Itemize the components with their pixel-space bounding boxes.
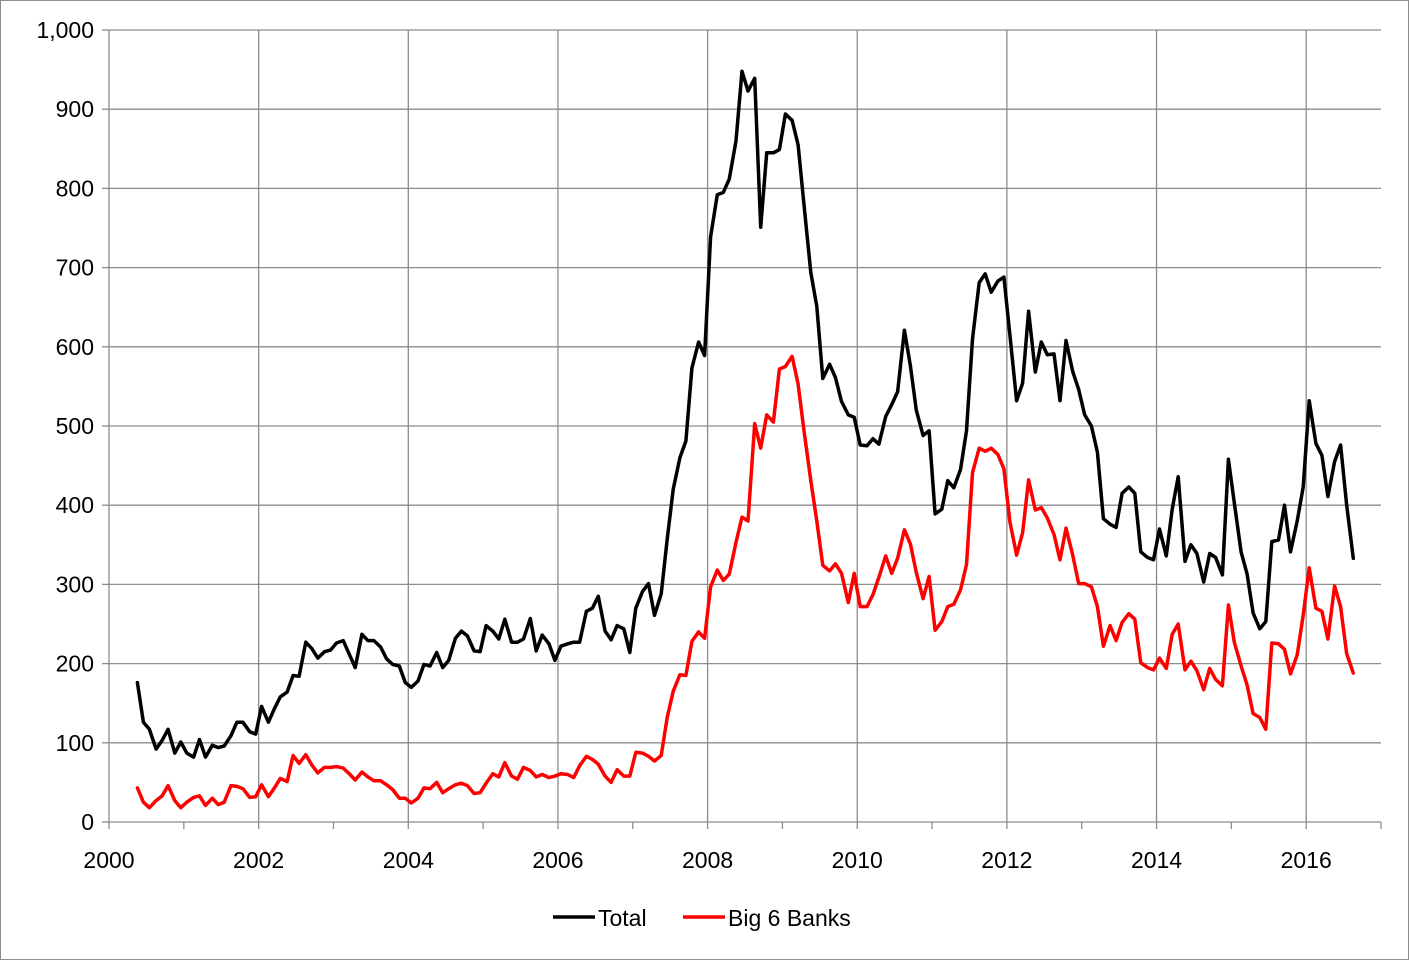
y-tick-label: 900 xyxy=(56,96,94,122)
series-lines xyxy=(135,69,1356,810)
x-tick-label: 2014 xyxy=(1131,847,1182,873)
y-tick-label: 1,000 xyxy=(36,17,94,43)
y-tick-label: 600 xyxy=(56,334,94,360)
series-line-big-6-banks xyxy=(135,354,1356,810)
y-tick-labels: 0 100 200 300 400 500 600 700 800 900 1,000 xyxy=(36,17,94,835)
legend-label-total: Total xyxy=(598,905,647,931)
x-tick-label: 2012 xyxy=(981,847,1032,873)
x-tick-label: 2010 xyxy=(832,847,883,873)
x-tick-label: 2008 xyxy=(682,847,733,873)
y-tick-label: 200 xyxy=(56,651,94,677)
y-tick-label: 800 xyxy=(56,175,94,201)
y-tick-label: 300 xyxy=(56,571,94,597)
y-tick-label: 400 xyxy=(56,492,94,518)
y-tick-label: 700 xyxy=(56,255,94,281)
series-line-total xyxy=(135,69,1356,759)
x-tick-label: 2002 xyxy=(233,847,284,873)
y-tick-label: 100 xyxy=(56,730,94,756)
y-tick-label: 500 xyxy=(56,413,94,439)
legend: Total Big 6 Banks xyxy=(553,905,851,931)
y-tick-label: 0 xyxy=(81,809,94,835)
grid-lines xyxy=(109,29,1381,822)
x-tick-label: 2004 xyxy=(383,847,434,873)
x-tick-label: 2000 xyxy=(83,847,134,873)
x-tick-label: 2006 xyxy=(532,847,583,873)
x-tick-label: 2016 xyxy=(1281,847,1332,873)
legend-label-big-6-banks: Big 6 Banks xyxy=(728,905,851,931)
x-tick-labels: 2000 2002 2004 2006 2008 2010 2012 2014 2016 xyxy=(83,847,1331,873)
axes xyxy=(102,29,1382,829)
